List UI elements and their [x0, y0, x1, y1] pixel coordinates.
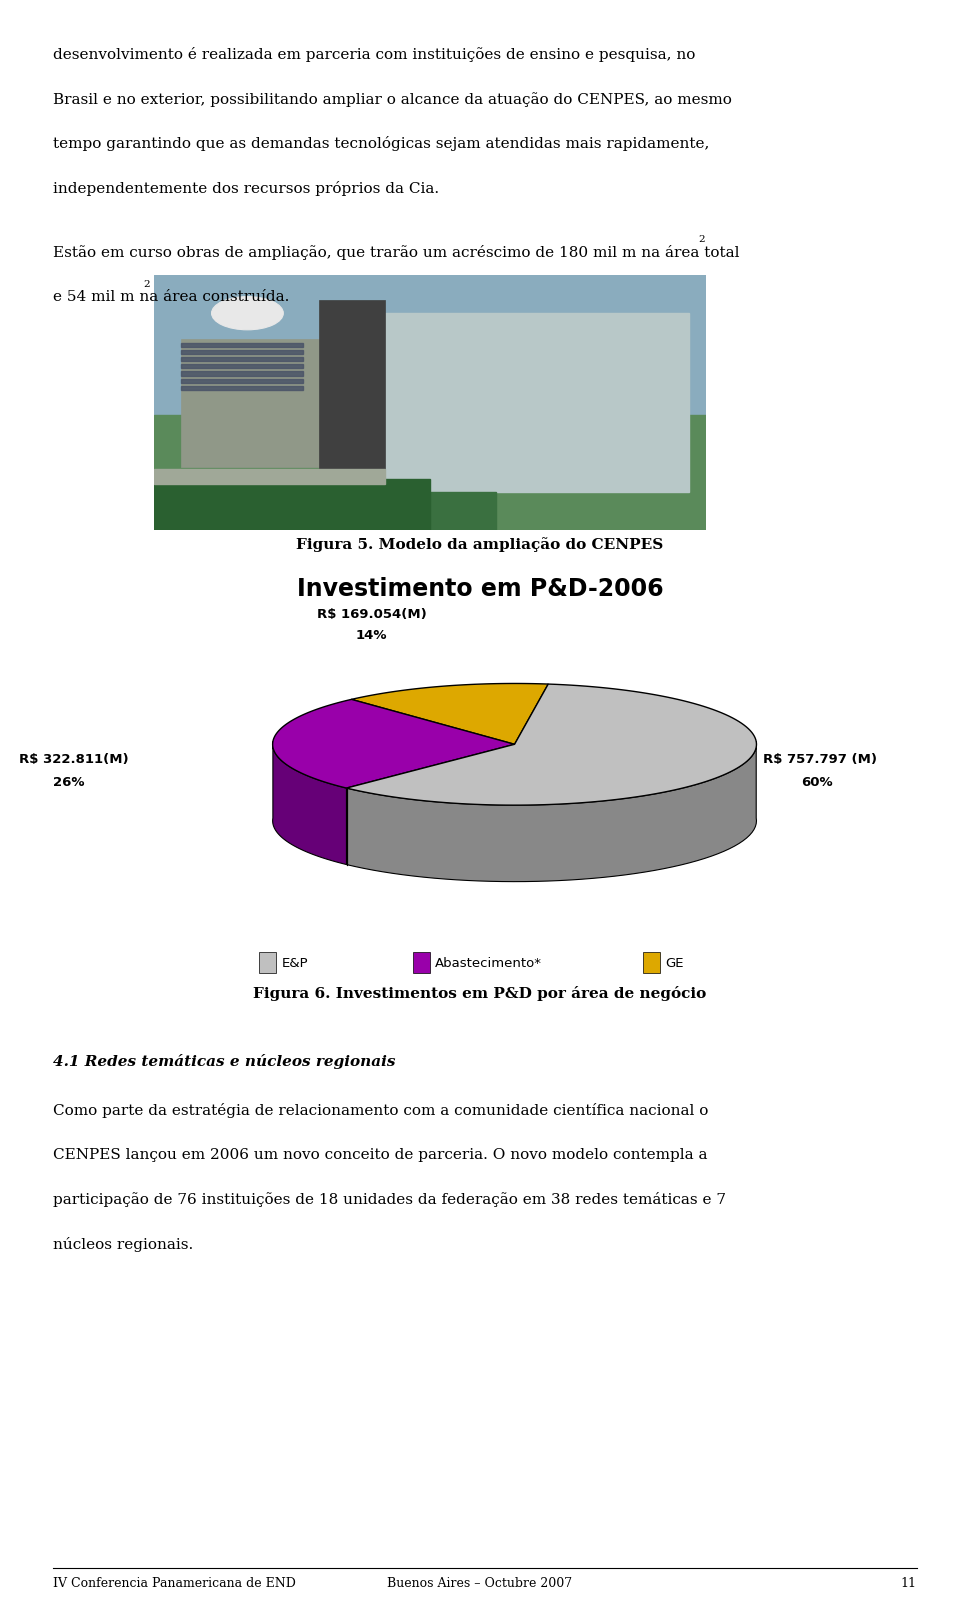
- Text: Investimento em P&D-2006: Investimento em P&D-2006: [297, 577, 663, 602]
- Polygon shape: [273, 700, 515, 787]
- Polygon shape: [273, 742, 347, 865]
- Text: R$ 322.811(M): R$ 322.811(M): [19, 754, 129, 766]
- Text: independentemente dos recursos próprios da Cia.: independentemente dos recursos próprios …: [53, 181, 439, 196]
- Text: 11: 11: [900, 1577, 917, 1590]
- Bar: [385, 314, 689, 492]
- Text: participação de 76 instituições de 18 unidades da federação em 38 redes temática: participação de 76 instituições de 18 un…: [53, 1192, 726, 1208]
- Text: 14%: 14%: [355, 629, 387, 642]
- Text: R$ 169.054(M): R$ 169.054(M): [317, 608, 426, 621]
- Bar: [154, 275, 706, 416]
- Text: desenvolvimento é realizada em parceria com instituições de ensino e pesquisa, n: desenvolvimento é realizada em parceria …: [53, 47, 695, 61]
- Bar: [181, 364, 302, 369]
- Circle shape: [211, 296, 283, 330]
- Text: R$ 757.797 (M): R$ 757.797 (M): [763, 754, 877, 766]
- Bar: [385, 492, 496, 530]
- Text: Buenos Aires – Octubre 2007: Buenos Aires – Octubre 2007: [388, 1577, 572, 1590]
- Bar: [319, 301, 385, 517]
- Text: 26%: 26%: [53, 776, 84, 789]
- Bar: [181, 372, 302, 375]
- Text: tempo garantindo que as demandas tecnológicas sejam atendidas mais rapidamente,: tempo garantindo que as demandas tecnoló…: [53, 136, 709, 152]
- Bar: [181, 340, 319, 466]
- Text: E&P: E&P: [281, 957, 308, 970]
- Text: IV Conferencia Panamericana de END: IV Conferencia Panamericana de END: [53, 1577, 296, 1590]
- Bar: [181, 357, 302, 361]
- Text: e 54 mil m na área construída.: e 54 mil m na área construída.: [53, 289, 289, 304]
- Text: 2: 2: [144, 280, 151, 289]
- Text: GE: GE: [665, 957, 684, 970]
- Text: Brasil e no exterior, possibilitando ampliar o alcance da atuação do CENPES, ao : Brasil e no exterior, possibilitando amp…: [53, 92, 732, 107]
- Polygon shape: [351, 684, 548, 744]
- Text: 2: 2: [699, 234, 706, 244]
- Text: Como parte da estratégia de relacionamento com a comunidade científica nacional : Como parte da estratégia de relacionamen…: [53, 1103, 708, 1117]
- Bar: [154, 479, 430, 530]
- Bar: [154, 416, 706, 530]
- Text: Figura 5. Modelo da ampliação do CENPES: Figura 5. Modelo da ampliação do CENPES: [297, 537, 663, 551]
- Bar: [181, 343, 302, 348]
- Text: 4.1 Redes temáticas e núcleos regionais: 4.1 Redes temáticas e núcleos regionais: [53, 1054, 396, 1069]
- Text: Estão em curso obras de ampliação, que trarão um acréscimo de 180 mil m na área : Estão em curso obras de ampliação, que t…: [53, 244, 739, 260]
- Text: Abastecimento*: Abastecimento*: [435, 957, 541, 970]
- Bar: [181, 378, 302, 383]
- Bar: [154, 469, 385, 485]
- Text: Figura 6. Investimentos em P&D por área de negócio: Figura 6. Investimentos em P&D por área …: [253, 986, 707, 1001]
- Polygon shape: [347, 742, 756, 881]
- Text: 60%: 60%: [802, 776, 833, 789]
- Bar: [181, 386, 302, 390]
- Text: núcleos regionais.: núcleos regionais.: [53, 1237, 193, 1252]
- Polygon shape: [347, 684, 756, 805]
- Text: CENPES lançou em 2006 um novo conceito de parceria. O novo modelo contempla a: CENPES lançou em 2006 um novo conceito d…: [53, 1148, 708, 1161]
- Bar: [181, 349, 302, 354]
